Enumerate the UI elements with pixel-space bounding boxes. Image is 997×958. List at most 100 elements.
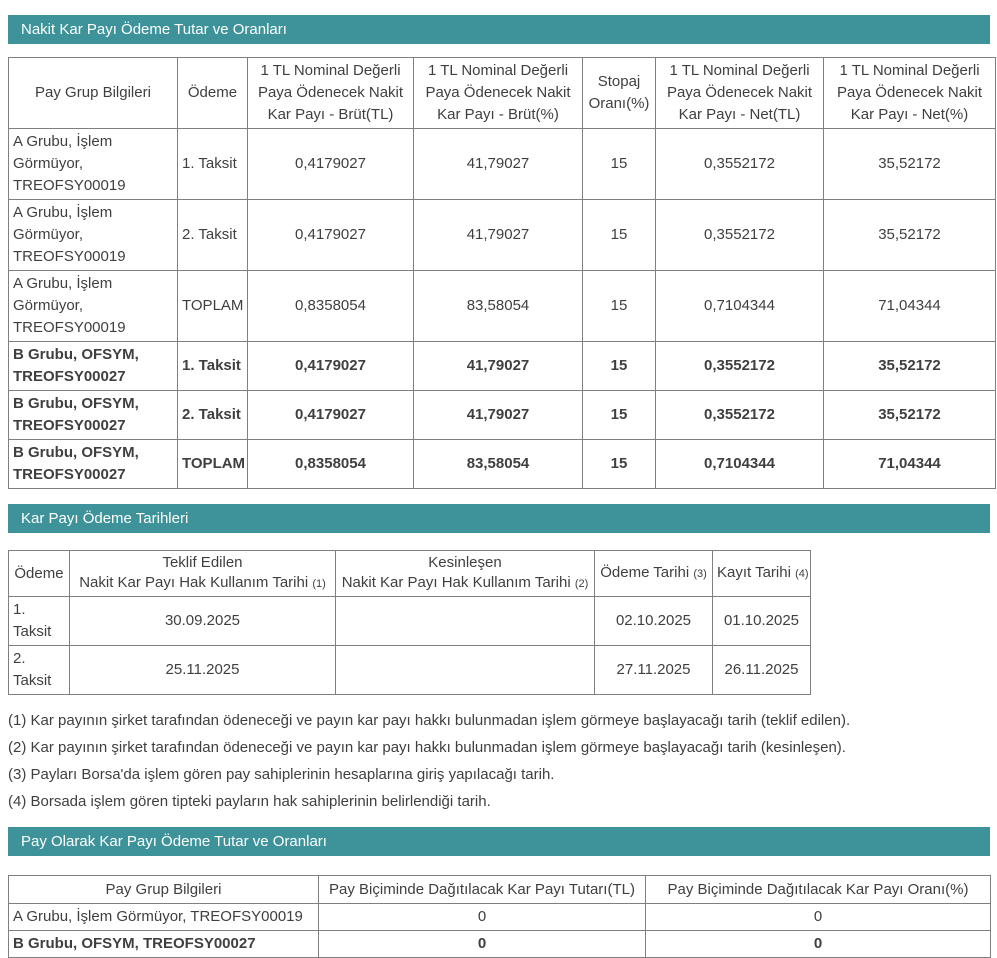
cell-brut-pct: 41,79027	[414, 200, 583, 271]
cash-dividend-table: Pay Grup Bilgileri Ödeme 1 TL Nominal De…	[8, 57, 996, 489]
cell-pay-grup: A Grubu, İşlem Görmüyor, TREOFSY00019	[9, 129, 178, 200]
cell-brut-pct: 41,79027	[414, 129, 583, 200]
cash-dividend-header-row: Pay Grup Bilgileri Ödeme 1 TL Nominal De…	[9, 58, 996, 129]
cell-odeme-tarihi: 27.11.2025	[595, 646, 713, 695]
cell-pay-orani: 0	[646, 931, 991, 958]
header-line: Teklif Edilen	[74, 553, 331, 573]
cell-net-tl: 0,3552172	[656, 391, 824, 440]
cell-net-pct: 35,52172	[824, 129, 996, 200]
cell-pay-grup: B Grubu, OFSYM, TREOFSY00027	[9, 440, 178, 489]
col-header-pay-grup: Pay Grup Bilgileri	[9, 58, 178, 129]
footnote-marker: (2)	[575, 578, 588, 590]
section-title-stock-dividend: Pay Olarak Kar Payı Ödeme Tutar ve Oranl…	[8, 827, 990, 856]
cell-odeme: TOPLAM	[178, 271, 248, 342]
footnote-4: (4) Borsada işlem gören tipteki payların…	[8, 788, 989, 815]
cell-stopaj: 15	[583, 391, 656, 440]
header-line: Nakit Kar Payı Hak Kullanım Tarihi (1)	[74, 573, 331, 594]
footnote-1: (1) Kar payının şirket tarafından ödenec…	[8, 707, 989, 734]
cell-stopaj: 15	[583, 342, 656, 391]
footnote-2: (2) Kar payının şirket tarafından ödenec…	[8, 734, 989, 761]
cell-odeme: 1. Taksit	[9, 597, 70, 646]
cell-brut-pct: 41,79027	[414, 342, 583, 391]
cell-pay-grup: A Grubu, İşlem Görmüyor, TREOFSY00019	[9, 904, 319, 931]
table-row: 1. Taksit 30.09.2025 02.10.2025 01.10.20…	[9, 597, 811, 646]
cell-net-pct: 71,04344	[824, 440, 996, 489]
cell-pay-tutari: 0	[319, 931, 646, 958]
cell-odeme: TOPLAM	[178, 440, 248, 489]
col-header-stopaj: Stopaj Oranı(%)	[583, 58, 656, 129]
cell-stopaj: 15	[583, 271, 656, 342]
cell-kayit-tarihi: 26.11.2025	[713, 646, 811, 695]
cell-pay-orani: 0	[646, 904, 991, 931]
payment-dates-table: Ödeme Teklif Edilen Nakit Kar Payı Hak K…	[8, 550, 811, 695]
cell-net-pct: 35,52172	[824, 200, 996, 271]
col-header-odeme: Ödeme	[9, 551, 70, 597]
cell-kesinlesen-tarihi	[336, 646, 595, 695]
header-line: Kesinleşen	[340, 553, 590, 573]
cell-net-tl: 0,3552172	[656, 200, 824, 271]
cell-brut-tl: 0,4179027	[248, 129, 414, 200]
cell-stopaj: 15	[583, 200, 656, 271]
col-header-brut-tl: 1 TL Nominal Değerli Paya Ödenecek Nakit…	[248, 58, 414, 129]
cell-kesinlesen-tarihi	[336, 597, 595, 646]
footnotes-block: (1) Kar payının şirket tarafından ödenec…	[8, 707, 989, 815]
cell-odeme: 2. Taksit	[178, 391, 248, 440]
cell-net-tl: 0,7104344	[656, 271, 824, 342]
cell-net-tl: 0,7104344	[656, 440, 824, 489]
cell-stopaj: 15	[583, 440, 656, 489]
table-row: A Grubu, İşlem Görmüyor, TREOFSY00019 0 …	[9, 904, 991, 931]
cell-pay-grup: B Grubu, OFSYM, TREOFSY00027	[9, 391, 178, 440]
cell-pay-grup: A Grubu, İşlem Görmüyor, TREOFSY00019	[9, 200, 178, 271]
cell-teklif-tarihi: 25.11.2025	[70, 646, 336, 695]
footnote-3: (3) Payları Borsa'da işlem gören pay sah…	[8, 761, 989, 788]
cell-net-pct: 71,04344	[824, 271, 996, 342]
col-header-odeme: Ödeme	[178, 58, 248, 129]
footnote-marker: (1)	[312, 578, 325, 590]
table-row: B Grubu, OFSYM, TREOFSY00027 1. Taksit 0…	[9, 342, 996, 391]
cell-pay-tutari: 0	[319, 904, 646, 931]
cell-odeme: 1. Taksit	[178, 129, 248, 200]
cell-brut-tl: 0,4179027	[248, 342, 414, 391]
cell-brut-tl: 0,4179027	[248, 200, 414, 271]
cell-net-pct: 35,52172	[824, 342, 996, 391]
table-row: B Grubu, OFSYM, TREOFSY00027 2. Taksit 0…	[9, 391, 996, 440]
cell-brut-tl: 0,8358054	[248, 440, 414, 489]
col-header-kayit-tarihi: Kayıt Tarihi (4)	[713, 551, 811, 597]
table-row: B Grubu, OFSYM, TREOFSY00027 0 0	[9, 931, 991, 958]
col-header-odeme-tarihi: Ödeme Tarihi (3)	[595, 551, 713, 597]
cell-odeme: 2. Taksit	[9, 646, 70, 695]
payment-dates-header-row: Ödeme Teklif Edilen Nakit Kar Payı Hak K…	[9, 551, 811, 597]
table-row: A Grubu, İşlem Görmüyor, TREOFSY00019 TO…	[9, 271, 996, 342]
stock-dividend-table: Pay Grup Bilgileri Pay Biçiminde Dağıtıl…	[8, 875, 991, 958]
cell-brut-tl: 0,8358054	[248, 271, 414, 342]
footnote-marker: (3)	[693, 568, 706, 580]
col-header-net-tl: 1 TL Nominal Değerli Paya Ödenecek Nakit…	[656, 58, 824, 129]
cell-kayit-tarihi: 01.10.2025	[713, 597, 811, 646]
footnote-marker: (4)	[795, 568, 808, 580]
cell-odeme: 1. Taksit	[178, 342, 248, 391]
col-header-teklif-edilen: Teklif Edilen Nakit Kar Payı Hak Kullanı…	[70, 551, 336, 597]
table-row: A Grubu, İşlem Görmüyor, TREOFSY00019 1.…	[9, 129, 996, 200]
cell-brut-pct: 83,58054	[414, 271, 583, 342]
cell-brut-tl: 0,4179027	[248, 391, 414, 440]
cell-brut-pct: 41,79027	[414, 391, 583, 440]
cell-stopaj: 15	[583, 129, 656, 200]
section-title-payment-dates: Kar Payı Ödeme Tarihleri	[8, 504, 990, 533]
table-row: B Grubu, OFSYM, TREOFSY00027 TOPLAM 0,83…	[9, 440, 996, 489]
col-header-kesinlesen: Kesinleşen Nakit Kar Payı Hak Kullanım T…	[336, 551, 595, 597]
cell-brut-pct: 83,58054	[414, 440, 583, 489]
table-row: 2. Taksit 25.11.2025 27.11.2025 26.11.20…	[9, 646, 811, 695]
cell-net-pct: 35,52172	[824, 391, 996, 440]
col-header-net-pct: 1 TL Nominal Değerli Paya Ödenecek Nakit…	[824, 58, 996, 129]
cell-teklif-tarihi: 30.09.2025	[70, 597, 336, 646]
cell-net-tl: 0,3552172	[656, 129, 824, 200]
section-title-cash-dividend: Nakit Kar Payı Ödeme Tutar ve Oranları	[8, 15, 990, 44]
col-header-brut-pct: 1 TL Nominal Değerli Paya Ödenecek Nakit…	[414, 58, 583, 129]
table-row: A Grubu, İşlem Görmüyor, TREOFSY00019 2.…	[9, 200, 996, 271]
cell-net-tl: 0,3552172	[656, 342, 824, 391]
cell-pay-grup: B Grubu, OFSYM, TREOFSY00027	[9, 342, 178, 391]
cell-pay-grup: A Grubu, İşlem Görmüyor, TREOFSY00019	[9, 271, 178, 342]
cell-pay-grup: B Grubu, OFSYM, TREOFSY00027	[9, 931, 319, 958]
cell-odeme-tarihi: 02.10.2025	[595, 597, 713, 646]
header-line: Nakit Kar Payı Hak Kullanım Tarihi (2)	[340, 573, 590, 594]
